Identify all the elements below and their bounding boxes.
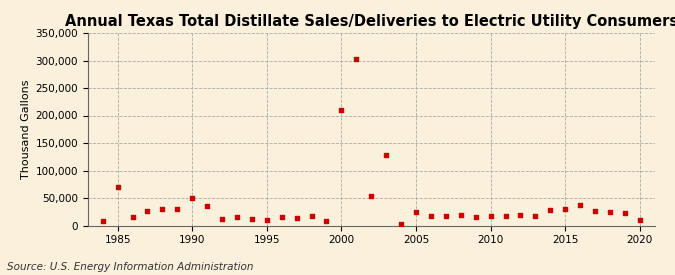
Text: Source: U.S. Energy Information Administration: Source: U.S. Energy Information Administ… [7, 262, 253, 272]
Point [306, 213, 317, 218]
Point [246, 217, 257, 221]
Point [590, 208, 601, 213]
Point [112, 185, 123, 189]
Point [545, 208, 556, 212]
Title: Annual Texas Total Distillate Sales/Deliveries to Electric Utility Consumers: Annual Texas Total Distillate Sales/Deli… [65, 14, 675, 29]
Point [232, 215, 242, 219]
Point [142, 208, 153, 213]
Point [574, 203, 585, 207]
Point [351, 57, 362, 62]
Point [187, 196, 198, 200]
Point [366, 194, 377, 199]
Point [336, 108, 347, 112]
Point [276, 215, 287, 219]
Point [172, 207, 183, 211]
Point [396, 222, 406, 226]
Point [410, 210, 421, 214]
Point [217, 217, 227, 221]
Y-axis label: Thousand Gallons: Thousand Gallons [21, 79, 31, 179]
Point [291, 216, 302, 221]
Point [441, 213, 452, 218]
Point [456, 212, 466, 217]
Point [500, 214, 511, 218]
Point [261, 218, 272, 222]
Point [620, 211, 630, 216]
Point [381, 153, 392, 157]
Point [605, 210, 616, 214]
Point [425, 213, 436, 218]
Point [127, 214, 138, 219]
Point [470, 215, 481, 219]
Point [530, 213, 541, 218]
Point [157, 207, 168, 211]
Point [634, 218, 645, 222]
Point [202, 204, 213, 208]
Point [321, 219, 332, 223]
Point [97, 219, 108, 223]
Point [515, 212, 526, 217]
Point [485, 213, 496, 218]
Point [560, 207, 570, 211]
